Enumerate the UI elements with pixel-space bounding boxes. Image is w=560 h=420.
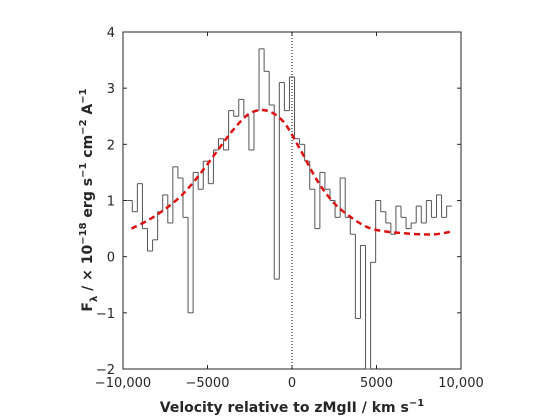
y-axis-label: Fλ / × 10−18 erg s−1 cm−2 A−1: [78, 88, 100, 311]
x-axis-label: Velocity relative to zMgII / km s−1: [160, 398, 424, 416]
step-connector: [131, 48, 448, 369]
x-tick-label: 0: [288, 376, 296, 391]
y-tick-label: −1: [96, 307, 115, 322]
fit-line: [130, 108, 453, 236]
x-tick-label: −10,000: [95, 376, 151, 391]
y-tick-label: 3: [107, 82, 115, 97]
y-tick-label: 2: [107, 138, 115, 153]
y-tick-label: −2: [96, 363, 115, 378]
x-tick-label: 10,000: [438, 376, 484, 391]
y-tick-label: 4: [107, 26, 115, 41]
y-tick-label: 1: [107, 195, 115, 210]
x-tick-label: −5000: [186, 376, 230, 391]
x-tick-label: 5000: [360, 376, 393, 391]
y-tick-label: 0: [107, 251, 115, 266]
